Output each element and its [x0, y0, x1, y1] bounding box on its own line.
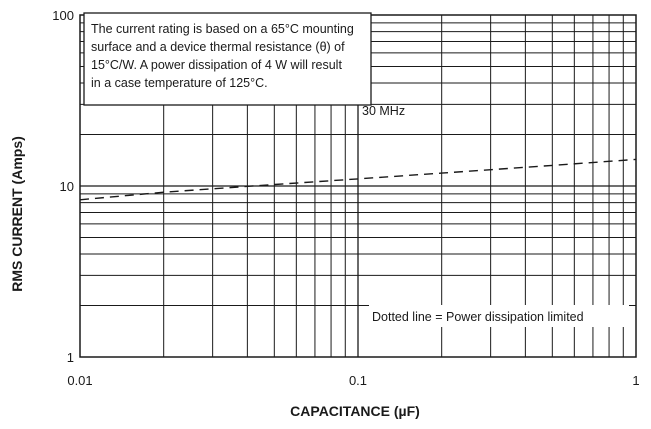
x-axis-title: CAPACITANCE (µF): [290, 403, 420, 419]
x-tick-label: 0.01: [67, 373, 92, 388]
dissipation-note: Dotted line = Power dissipation limited: [372, 310, 584, 324]
y-axis-title: RMS CURRENT (Amps): [9, 136, 25, 292]
rating-note-line-3: 15°C/W. A power dissipation of 4 W will …: [91, 58, 342, 72]
rating-note-line-4: in a case temperature of 125°C.: [91, 76, 268, 90]
y-tick-label: 10: [60, 179, 74, 194]
rating-note-line-2: surface and a device thermal resistance …: [91, 40, 345, 54]
y-tick-label: 100: [52, 8, 74, 23]
series-layer: 30 MHz: [79, 104, 637, 201]
series-line-30mhz: [79, 158, 637, 201]
y-tick-label: 1: [67, 350, 74, 365]
x-tick-label: 0.1: [349, 373, 367, 388]
rating-note-box: The current rating is based on a 65°C mo…: [83, 12, 372, 106]
series-label-30mhz: 30 MHz: [362, 104, 405, 118]
dissipation-note-backdrop: [369, 305, 629, 327]
tick-labels: 0.01 0.1 1 1 10 100: [52, 8, 639, 388]
x-tick-label: 1: [632, 373, 639, 388]
rating-note-line-1: The current rating is based on a 65°C mo…: [91, 22, 354, 36]
